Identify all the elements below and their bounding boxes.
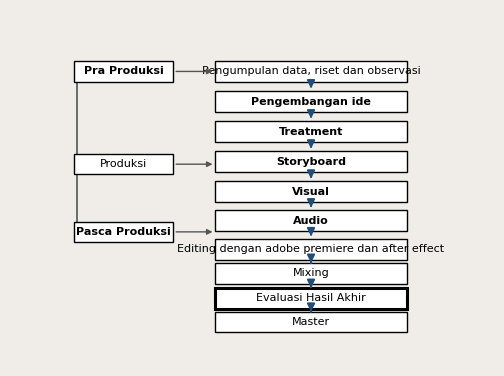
FancyBboxPatch shape: [215, 210, 407, 231]
Text: Storyboard: Storyboard: [276, 157, 346, 167]
FancyBboxPatch shape: [215, 288, 407, 309]
Text: Master: Master: [292, 317, 330, 327]
FancyBboxPatch shape: [74, 221, 173, 242]
Text: Audio: Audio: [293, 215, 329, 226]
FancyBboxPatch shape: [215, 182, 407, 202]
FancyBboxPatch shape: [215, 239, 407, 260]
Text: Pengembangan ide: Pengembangan ide: [251, 97, 371, 106]
Text: Mixing: Mixing: [293, 268, 330, 278]
FancyBboxPatch shape: [74, 154, 173, 174]
Text: Editing dengan adobe premiere dan after effect: Editing dengan adobe premiere dan after …: [177, 244, 445, 255]
FancyBboxPatch shape: [215, 61, 407, 82]
Text: Visual: Visual: [292, 187, 330, 197]
FancyBboxPatch shape: [215, 91, 407, 112]
Text: Pasca Produksi: Pasca Produksi: [76, 227, 171, 237]
FancyBboxPatch shape: [215, 152, 407, 172]
Text: Treatment: Treatment: [279, 127, 343, 136]
Text: Produksi: Produksi: [100, 159, 147, 169]
Text: Pra Produksi: Pra Produksi: [84, 67, 163, 76]
FancyBboxPatch shape: [215, 312, 407, 332]
Text: Pengumpulan data, riset dan observasi: Pengumpulan data, riset dan observasi: [202, 67, 420, 76]
FancyBboxPatch shape: [215, 263, 407, 284]
FancyBboxPatch shape: [215, 121, 407, 142]
Text: Evaluasi Hasil Akhir: Evaluasi Hasil Akhir: [256, 293, 366, 303]
FancyBboxPatch shape: [74, 61, 173, 82]
